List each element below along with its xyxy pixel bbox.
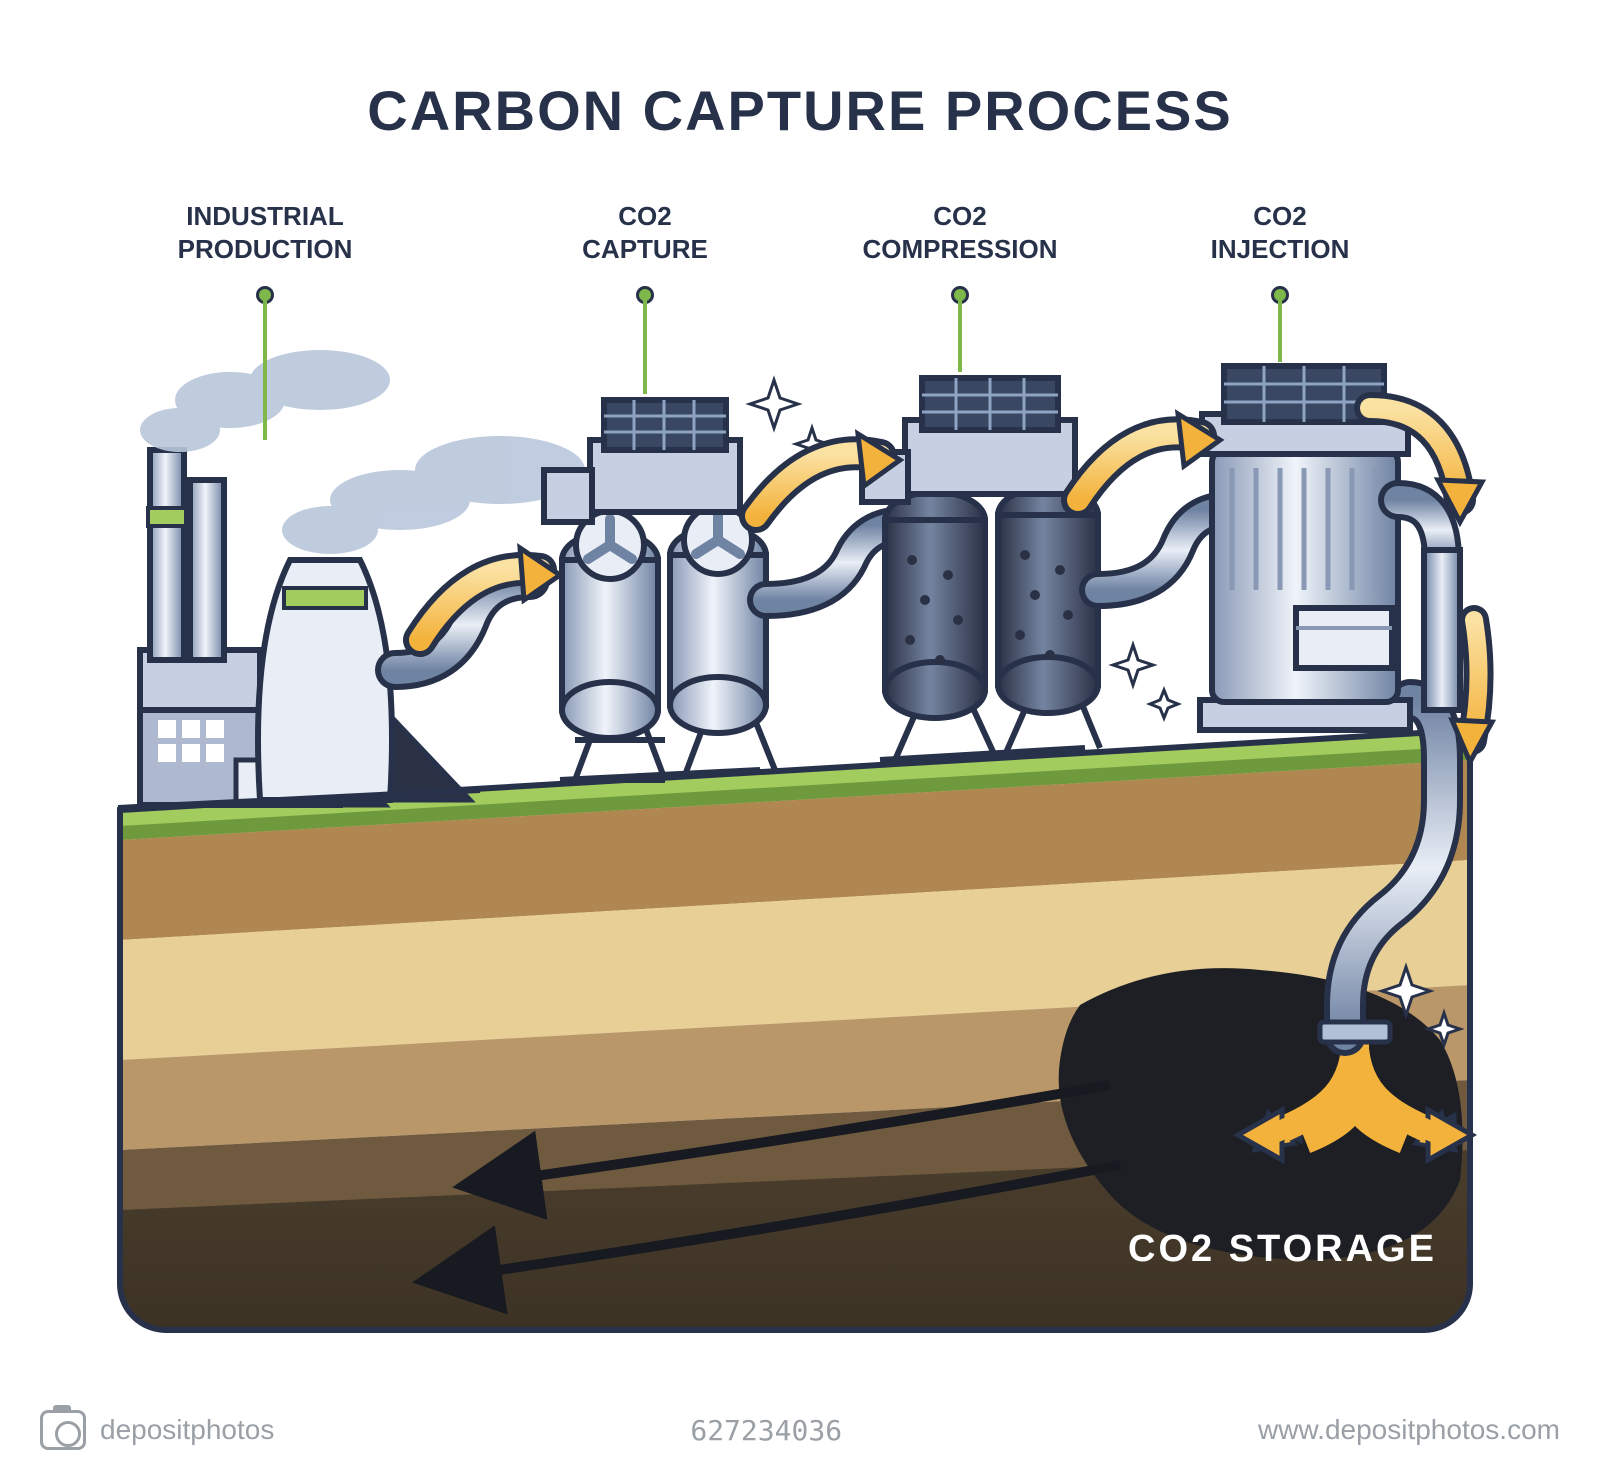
image-id: 627234036 xyxy=(690,1414,842,1447)
site-url: www.depositphotos.com xyxy=(1258,1414,1560,1446)
camera-icon xyxy=(40,1410,86,1450)
stage-line-industrial xyxy=(263,300,267,440)
storage-label: CO2 STORAGE xyxy=(1128,1228,1437,1271)
stage-line-injection xyxy=(1278,300,1282,362)
stage-label-capture: CO2 CAPTURE xyxy=(560,200,730,265)
stage-line-compression xyxy=(958,300,962,372)
stage-label-industrial: INDUSTRIAL PRODUCTION xyxy=(165,200,365,265)
stage-label-injection: CO2 INJECTION xyxy=(1190,200,1370,265)
stage-line-capture xyxy=(643,300,647,394)
stage-label-compression: CO2 COMPRESSION xyxy=(855,200,1065,265)
page-title: CARBON CAPTURE PROCESS xyxy=(0,78,1600,143)
watermark-footer: depositphotos 627234036 www.depositphoto… xyxy=(40,1400,1560,1460)
diagram-canvas: CARBON CAPTURE PROCESS INDUSTRIAL PRODUC… xyxy=(0,0,1600,1484)
brand-name: depositphotos xyxy=(100,1414,274,1446)
